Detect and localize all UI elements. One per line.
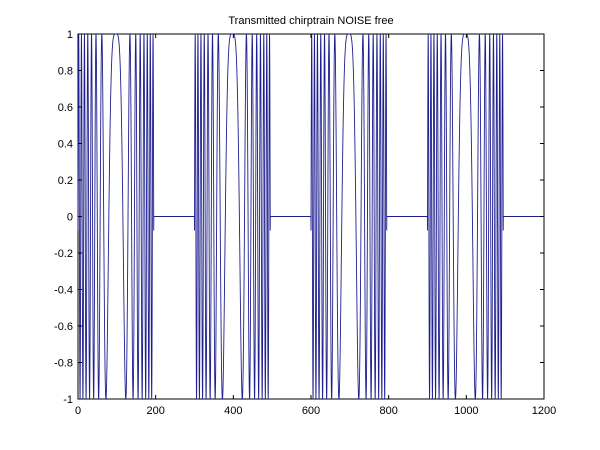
y-tick-label-1: 0.8 <box>58 66 73 78</box>
y-tick-label-7: -0.4 <box>54 285 73 297</box>
y-tick-label-4: 0.2 <box>58 175 73 187</box>
x-tick-label-400: 400 <box>224 405 242 417</box>
x-tick-label-600: 600 <box>302 405 320 417</box>
y-tick-label-0: 1 <box>67 29 73 41</box>
y-tick-label-6: -0.2 <box>54 248 73 260</box>
plot-area: 0 200 400 600 800 1000 1200 1 0.8 0.6 0.4 0.2 0 -0.2 -… <box>54 29 556 417</box>
x-tick-label-800: 800 <box>379 405 397 417</box>
x-tick-label-0: 0 <box>75 405 81 417</box>
y-tick-label-3: 0.4 <box>58 139 73 151</box>
y-tick-label-5: 0 <box>67 212 73 224</box>
y-tick-label-8: -0.6 <box>54 321 73 333</box>
y-tick-label-2: 0.6 <box>58 102 73 114</box>
y-tick-label-10: -1 <box>63 394 73 406</box>
x-tick-label-1000: 1000 <box>454 405 478 417</box>
y-tick-label-9: -0.8 <box>54 358 73 370</box>
x-tick-label-1200: 1200 <box>532 405 556 417</box>
chart-title: Transmitted chirptrain NOISE free <box>228 15 393 27</box>
x-tick-label-200: 200 <box>146 405 164 417</box>
